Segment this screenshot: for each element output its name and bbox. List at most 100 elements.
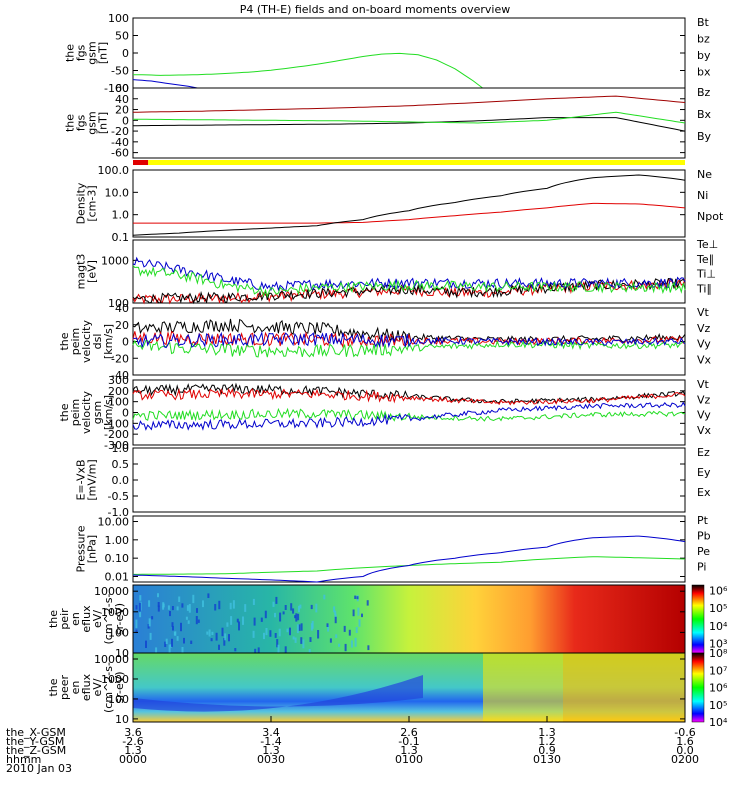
heatmap-speckle xyxy=(168,644,171,653)
legend-by: by xyxy=(697,49,711,62)
heatmap-speckle xyxy=(238,621,240,631)
heatmap-speckle xyxy=(329,638,332,643)
heatmap-speckle xyxy=(326,623,329,627)
y-tick-label: 50 xyxy=(115,30,129,43)
y-tick-label: -40 xyxy=(111,369,129,382)
legend-Ti⊥: Ti⊥ xyxy=(696,268,716,281)
heatmap-electron-band xyxy=(133,675,423,712)
colorbar-tick-label: 10⁴ xyxy=(709,620,728,633)
heatmap-speckle xyxy=(178,596,181,602)
y-axis-label: Density xyxy=(75,182,88,224)
y-tick-label: -100 xyxy=(104,417,129,430)
heatmap-speckle xyxy=(265,628,268,636)
heatmap-speckle xyxy=(148,600,151,607)
heatmap-electron-overlay xyxy=(483,653,685,722)
heatmap-speckle xyxy=(354,637,357,647)
y-axis-label: peim xyxy=(69,328,82,356)
y-axis-label: the xyxy=(64,44,77,62)
heatmap-speckle xyxy=(165,638,168,644)
series-line-Vz xyxy=(132,388,686,406)
heatmap-speckle xyxy=(157,605,160,612)
y-tick-label: 1.00 xyxy=(105,534,130,547)
heatmap-speckle xyxy=(334,613,337,619)
heatmap-speckle xyxy=(221,627,224,637)
y-tick-label: 1.0 xyxy=(112,442,130,455)
y-tick-label: 100.0 xyxy=(98,164,130,177)
heatmap-speckle xyxy=(230,616,233,625)
heatmap-ion-eflux xyxy=(133,585,685,653)
heatmap-speckle xyxy=(352,609,355,617)
heatmap-speckle xyxy=(334,616,337,624)
x-tick-label: 1.2 xyxy=(538,735,556,748)
heatmap-speckle xyxy=(162,603,165,608)
heatmap-speckle xyxy=(236,618,239,623)
panel-frame xyxy=(132,17,686,89)
x-tick-label: -0.1 xyxy=(398,735,419,748)
status-bar-segment xyxy=(133,160,149,165)
panel-4: 1000 100 magt3[eV] Te⊥ Te∥ Ti⊥Ti∥ xyxy=(75,238,719,310)
x-tick-label: 0.9 xyxy=(538,744,556,757)
heatmap-speckle xyxy=(138,602,141,612)
y-axis-label: the xyxy=(64,114,77,132)
heatmap-speckle xyxy=(172,626,174,631)
heatmap-speckle xyxy=(218,644,220,650)
heatmap-speckle xyxy=(242,616,244,625)
panel-10: 10⁸ 10⁷ 10⁶ 10⁵ 10⁴ 10000 1000 100 10 thepeerenef… xyxy=(47,647,728,729)
y-axis-label: [nT] xyxy=(97,112,110,134)
heatmap-speckle xyxy=(257,647,260,656)
heatmap-speckle xyxy=(350,640,353,648)
legend-Vy: Vy xyxy=(697,409,711,422)
y-tick-label: 10.0 xyxy=(105,186,130,199)
heatmap-speckle xyxy=(252,630,255,638)
legend-By: By xyxy=(697,130,712,143)
legend-Ti∥: Ti∥ xyxy=(696,282,712,295)
heatmap-speckle xyxy=(244,604,247,612)
heatmap-speckle xyxy=(181,603,184,608)
heatmap-speckle xyxy=(180,622,182,632)
x-tick-label: 0000 xyxy=(119,753,147,766)
y-axis-label: gsm xyxy=(86,41,99,64)
x-tick-label: -1.4 xyxy=(260,735,281,748)
heatmap-speckle xyxy=(282,611,285,615)
x-tick-label: 0100 xyxy=(395,753,423,766)
series-line-Vz xyxy=(132,330,686,349)
heatmap-speckle xyxy=(181,647,184,653)
heatmap-speckle xyxy=(348,629,351,636)
legend-Vz: Vz xyxy=(697,393,711,406)
heatmap-speckle xyxy=(139,595,142,601)
y-axis-label: eflux xyxy=(80,605,93,633)
legend-Ni: Ni xyxy=(697,189,708,202)
heatmap-speckle xyxy=(218,600,221,610)
heatmap-speckle xyxy=(135,605,138,610)
y-axis-label: the xyxy=(47,678,60,696)
colorbar-tick-label: 10⁶ xyxy=(709,682,728,695)
heatmap-speckle xyxy=(252,598,255,605)
heatmap-speckle xyxy=(344,643,347,652)
legend-Vy: Vy xyxy=(697,338,711,351)
y-axis-label: velocity xyxy=(80,391,93,434)
y-axis-label: magt3 xyxy=(75,254,88,290)
y-axis-label: peir xyxy=(58,608,71,630)
y-tick-label: 0.5 xyxy=(112,458,130,471)
y-tick-label: -100 xyxy=(104,82,129,95)
x-tick-label: 3.4 xyxy=(262,726,280,739)
x-tick-label: -0.6 xyxy=(674,726,695,739)
legend-Pb: Pb xyxy=(697,530,711,543)
heatmap-speckle xyxy=(269,630,272,637)
heatmap-speckle xyxy=(298,605,300,613)
heatmap-speckle xyxy=(279,612,282,622)
heatmap-speckle xyxy=(310,604,313,610)
y-axis-label: [eV] xyxy=(86,260,99,283)
heatmap-speckle xyxy=(196,608,198,613)
y-tick-label: 60 xyxy=(115,82,129,95)
x-tick-label: 0030 xyxy=(257,753,285,766)
heatmap-speckle xyxy=(297,613,300,621)
heatmap-speckle xyxy=(338,643,341,647)
legend-Ey: Ey xyxy=(697,466,711,479)
y-axis-label: fgs xyxy=(75,44,88,61)
y-tick-label: 0.1 xyxy=(112,231,130,244)
x-axis-row-label: the_Z-GSM xyxy=(6,744,66,757)
y-axis-label: dsl xyxy=(91,334,104,350)
heatmap-speckle xyxy=(207,593,210,598)
